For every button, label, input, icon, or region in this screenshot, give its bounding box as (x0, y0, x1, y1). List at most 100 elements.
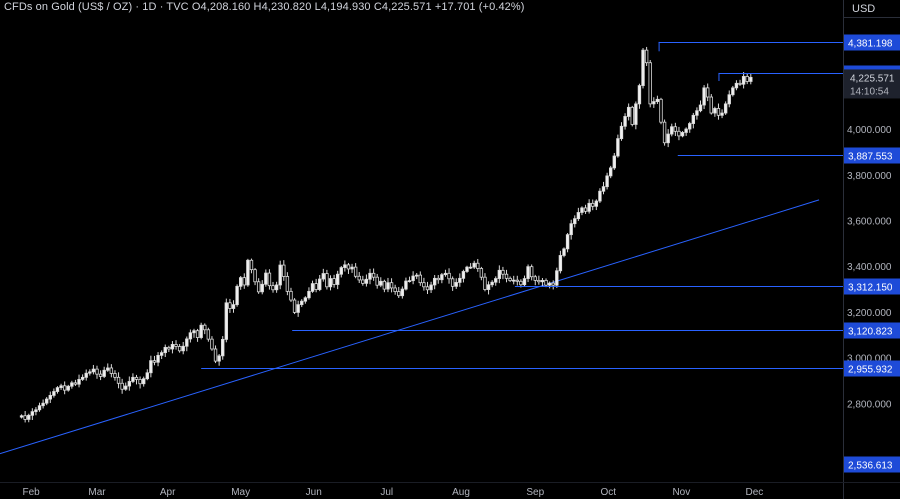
candle[interactable] (37, 402, 42, 412)
candle[interactable] (231, 300, 236, 313)
candle[interactable] (512, 275, 516, 285)
candle[interactable] (551, 280, 555, 290)
candle[interactable] (569, 219, 573, 240)
candle[interactable] (666, 129, 670, 148)
candle[interactable] (167, 345, 171, 353)
candle[interactable] (573, 215, 577, 228)
candle[interactable] (562, 247, 566, 258)
candle[interactable] (544, 278, 548, 288)
candle[interactable] (260, 280, 264, 295)
candle[interactable] (389, 278, 394, 293)
candle[interactable] (458, 273, 462, 287)
candle[interactable] (116, 372, 121, 389)
candle[interactable] (91, 364, 96, 375)
candle[interactable] (267, 269, 272, 290)
candle[interactable] (644, 46, 649, 66)
candle[interactable] (673, 122, 678, 137)
candle[interactable] (652, 97, 656, 108)
candle[interactable] (195, 328, 200, 342)
candle[interactable] (159, 350, 164, 360)
candle[interactable] (619, 122, 624, 141)
candle[interactable] (741, 72, 746, 89)
candle[interactable] (436, 275, 440, 284)
candle[interactable] (88, 369, 92, 376)
candle[interactable] (221, 336, 225, 360)
candle[interactable] (594, 199, 599, 211)
candle[interactable] (411, 271, 415, 285)
candle[interactable] (109, 364, 114, 378)
candle[interactable] (289, 287, 293, 303)
candle[interactable] (623, 113, 627, 130)
candle[interactable] (605, 172, 609, 190)
candle[interactable] (335, 270, 340, 290)
currency-selector[interactable]: USD (843, 0, 900, 18)
candle[interactable] (684, 127, 688, 136)
candle[interactable] (476, 258, 480, 272)
candle[interactable] (670, 123, 674, 137)
candle[interactable] (576, 207, 581, 221)
candle[interactable] (235, 284, 239, 307)
candle[interactable] (264, 269, 268, 287)
candle[interactable] (339, 265, 343, 278)
candle[interactable] (497, 265, 502, 284)
candle[interactable] (630, 105, 634, 127)
candle[interactable] (34, 407, 38, 416)
candle[interactable] (332, 274, 336, 288)
candle[interactable] (246, 258, 250, 287)
candle[interactable] (95, 365, 99, 379)
candle[interactable] (479, 266, 484, 281)
candle[interactable] (325, 269, 329, 290)
candle[interactable] (486, 281, 491, 295)
candle[interactable] (526, 264, 530, 283)
candle[interactable] (418, 271, 422, 286)
candle[interactable] (415, 273, 419, 280)
candle[interactable] (296, 300, 300, 317)
candle[interactable] (156, 352, 160, 367)
candle[interactable] (318, 275, 322, 292)
candle[interactable] (483, 273, 487, 292)
candle[interactable] (253, 267, 257, 286)
candle[interactable] (691, 112, 696, 129)
candle[interactable] (185, 336, 189, 352)
candle[interactable] (106, 363, 110, 372)
candle[interactable] (80, 374, 85, 381)
candle[interactable] (662, 119, 667, 146)
candle[interactable] (170, 341, 175, 354)
candle[interactable] (282, 260, 286, 281)
candle[interactable] (45, 397, 49, 406)
candle[interactable] (468, 263, 473, 269)
candle[interactable] (48, 391, 52, 403)
candle[interactable] (102, 366, 106, 379)
candle[interactable] (73, 379, 78, 386)
candle[interactable] (353, 263, 358, 279)
candle[interactable] (688, 121, 692, 133)
candle[interactable] (659, 97, 663, 125)
candle[interactable] (386, 277, 390, 293)
candle[interactable] (702, 85, 706, 110)
candle[interactable] (465, 265, 469, 273)
candle[interactable] (120, 378, 124, 394)
candle[interactable] (626, 103, 631, 121)
candle[interactable] (127, 376, 132, 391)
candle[interactable] (583, 204, 588, 214)
candle[interactable] (174, 340, 178, 350)
candle[interactable] (705, 83, 710, 102)
candle[interactable] (397, 286, 401, 299)
candle[interactable] (698, 100, 703, 113)
candle[interactable] (565, 232, 570, 253)
candle[interactable] (52, 388, 56, 398)
candle[interactable] (23, 411, 27, 423)
candle[interactable] (134, 374, 139, 385)
candle[interactable] (368, 268, 372, 285)
candle[interactable] (278, 260, 282, 290)
candle[interactable] (228, 298, 232, 313)
candle[interactable] (149, 355, 153, 378)
candle[interactable] (677, 126, 681, 141)
candle[interactable] (490, 280, 494, 288)
candle[interactable] (62, 381, 67, 395)
candle[interactable] (30, 408, 35, 420)
candle[interactable] (537, 275, 541, 285)
candle[interactable] (55, 386, 60, 394)
candle[interactable] (203, 323, 207, 335)
candle[interactable] (533, 274, 537, 286)
